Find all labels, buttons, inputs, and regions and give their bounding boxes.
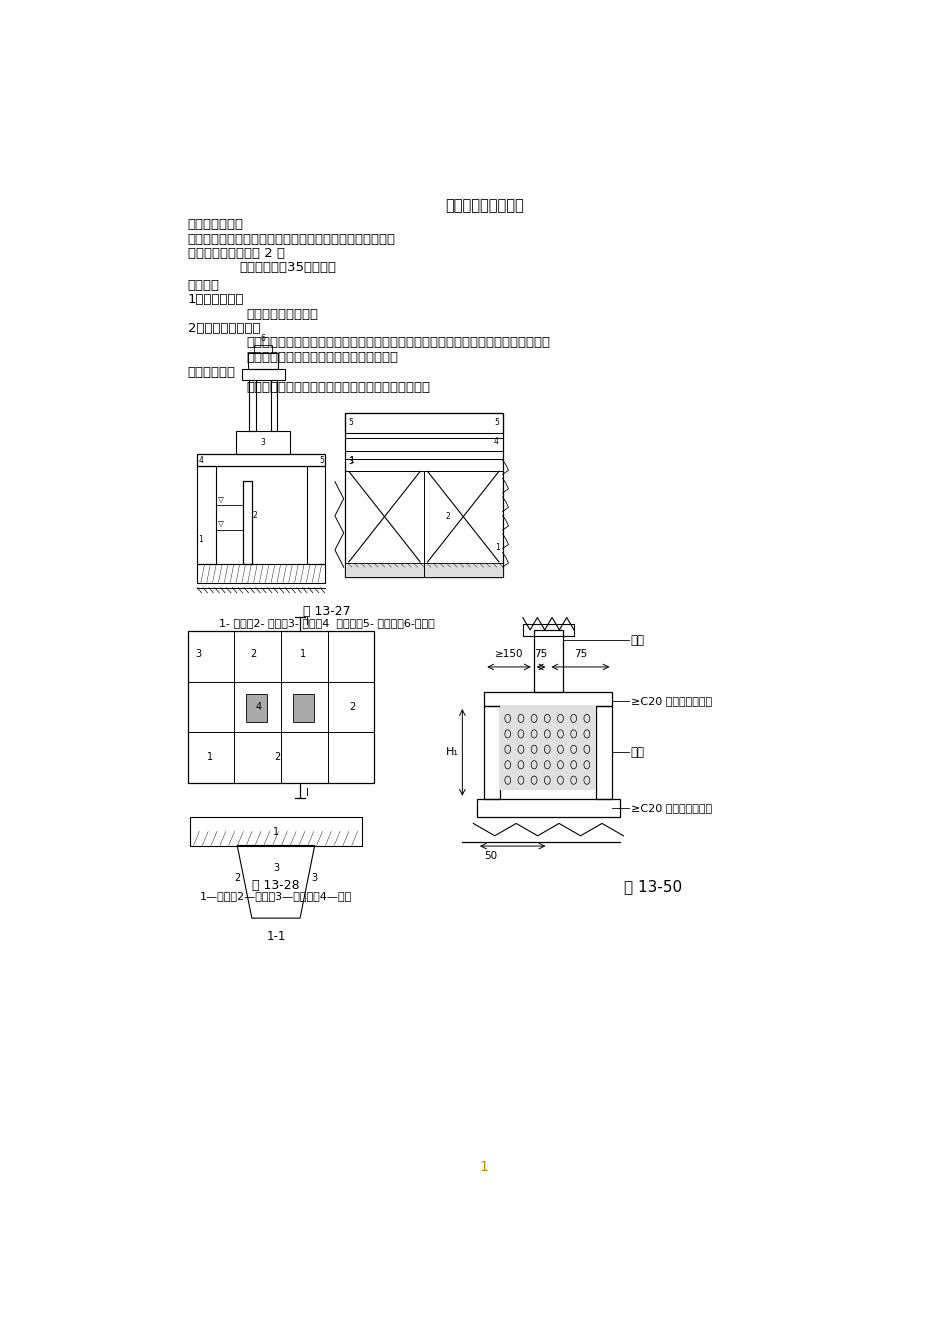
- Bar: [483, 706, 500, 798]
- Text: 1: 1: [300, 648, 306, 659]
- Text: 大多采用梁式桥的形式，且桥身大多为装配式结构。但本设计为简单计，采用整体式。: 大多采用梁式桥的形式，且桥身大多为装配式结构。但本设计为简单计，采用整体式。: [246, 337, 549, 349]
- Text: 1—纵梁；2—横梁；3—端横梁；4—开孔: 1—纵梁；2—横梁；3—端横梁；4—开孔: [199, 892, 351, 901]
- Text: 2、工作桥结构型式: 2、工作桥结构型式: [188, 322, 260, 336]
- Text: 1: 1: [273, 828, 278, 837]
- Text: 3: 3: [195, 648, 201, 659]
- Bar: [477, 798, 619, 817]
- Text: 1: 1: [480, 1161, 488, 1174]
- Bar: [483, 691, 612, 706]
- Bar: [235, 432, 289, 453]
- Bar: [190, 817, 362, 845]
- Text: 工作桥及刚架设计，包括结构尺寸选择及配筋设计。: 工作桥及刚架设计，包括结构尺寸选择及配筋设计。: [246, 381, 430, 394]
- Text: 专为启闭闸门而设。: 专为启闭闸门而设。: [246, 308, 318, 321]
- Text: 50: 50: [483, 852, 497, 861]
- Text: 3: 3: [311, 873, 317, 882]
- Text: I: I: [305, 787, 308, 798]
- Text: 3: 3: [273, 862, 278, 873]
- Text: 1: 1: [197, 535, 203, 544]
- Text: 5: 5: [348, 418, 353, 428]
- Text: 2: 2: [348, 702, 355, 713]
- Text: ▽: ▽: [217, 495, 224, 503]
- Text: 1- 闸墓；2- 闸门；3- 支架；4  公路桥；5- 工作桥；6-启闭机: 1- 闸墓；2- 闸门；3- 支架；4 公路桥；5- 工作桥；6-启闭机: [219, 618, 434, 627]
- Text: 3: 3: [260, 439, 264, 447]
- Bar: [197, 564, 325, 583]
- Text: 间壁: 间壁: [631, 746, 644, 759]
- Text: 1: 1: [496, 543, 500, 552]
- Text: 图 13-27: 图 13-27: [303, 606, 350, 618]
- Bar: [345, 459, 502, 472]
- Bar: [293, 694, 313, 722]
- Text: 5: 5: [494, 417, 498, 427]
- Text: 4: 4: [198, 456, 203, 464]
- Text: 4: 4: [494, 437, 498, 445]
- Bar: [243, 481, 251, 564]
- Text: ≥C20 细石混凝土浇灌: ≥C20 细石混凝土浇灌: [631, 697, 711, 706]
- Text: ▽: ▽: [217, 519, 224, 528]
- Text: 设计任务及成果: 设计任务及成果: [188, 218, 244, 231]
- Bar: [307, 467, 325, 564]
- Text: 计算书一本（35页左右）: 计算书一本（35页左右）: [239, 261, 336, 274]
- Text: 6: 6: [261, 334, 265, 342]
- Text: 水闸工作桥课程设计: 水闸工作桥课程设计: [445, 198, 523, 214]
- Bar: [254, 345, 272, 353]
- Text: 2: 2: [252, 511, 257, 520]
- Bar: [522, 623, 573, 636]
- Bar: [596, 706, 612, 798]
- Text: 1: 1: [207, 753, 213, 762]
- Text: 2: 2: [274, 753, 280, 762]
- Text: 75: 75: [573, 648, 586, 659]
- Text: 5: 5: [319, 456, 324, 464]
- Bar: [345, 413, 502, 578]
- Bar: [248, 353, 278, 369]
- Bar: [270, 380, 277, 432]
- Text: 二、设计内容: 二、设计内容: [188, 366, 235, 380]
- Bar: [345, 413, 502, 433]
- Text: 75: 75: [534, 648, 548, 659]
- Text: 1: 1: [348, 456, 353, 465]
- Text: 立柱: 立柱: [631, 634, 644, 647]
- Text: 2: 2: [445, 512, 449, 521]
- Bar: [533, 630, 563, 691]
- Bar: [197, 467, 215, 564]
- Text: 2: 2: [249, 648, 256, 659]
- Text: 4: 4: [255, 702, 261, 713]
- Bar: [188, 631, 374, 783]
- Text: 一、概述: 一、概述: [188, 279, 219, 291]
- Text: 3: 3: [348, 457, 353, 467]
- Text: ≥C20 细石混凝土抹平: ≥C20 细石混凝土抹平: [631, 804, 711, 813]
- Text: 成果：二号设计图纸 2 张: 成果：二号设计图纸 2 张: [188, 247, 284, 259]
- Text: 2: 2: [234, 873, 241, 882]
- Bar: [500, 706, 596, 790]
- Bar: [245, 694, 267, 722]
- Bar: [197, 453, 325, 467]
- Text: H₁: H₁: [446, 747, 458, 757]
- Bar: [345, 439, 502, 451]
- Bar: [242, 369, 284, 380]
- Text: 图 13-28: 图 13-28: [251, 878, 299, 892]
- Text: 图 13-50: 图 13-50: [623, 878, 682, 894]
- Text: 1-1: 1-1: [266, 931, 285, 944]
- Text: 任务：工作桥及刚架设计，包括结构尺寸选择及配筋设计。: 任务：工作桥及刚架设计，包括结构尺寸选择及配筋设计。: [188, 233, 396, 246]
- Text: ≥150: ≥150: [495, 648, 523, 659]
- Text: I: I: [305, 616, 308, 627]
- Bar: [345, 563, 502, 578]
- Text: 1、工作桥作用: 1、工作桥作用: [188, 293, 244, 306]
- Text: 支承形式为简支梁式，施工采用吸装方法。: 支承形式为简支梁式，施工采用吸装方法。: [246, 350, 397, 364]
- Bar: [249, 380, 256, 432]
